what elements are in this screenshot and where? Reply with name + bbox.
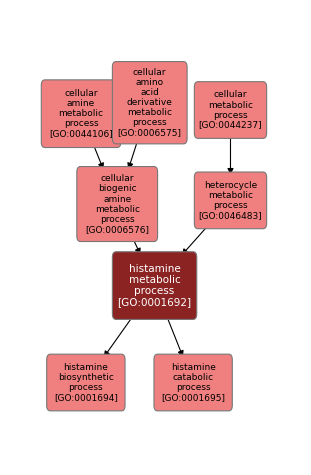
Text: histamine
catabolic
process
[GO:0001695]: histamine catabolic process [GO:0001695] — [161, 363, 225, 402]
Text: histamine
metabolic
process
[GO:0001692]: histamine metabolic process [GO:0001692] — [118, 264, 192, 307]
Text: cellular
amino
acid
derivative
metabolic
process
[GO:0006575]: cellular amino acid derivative metabolic… — [118, 68, 182, 137]
Text: cellular
metabolic
process
[GO:0044237]: cellular metabolic process [GO:0044237] — [199, 90, 262, 130]
FancyBboxPatch shape — [194, 172, 267, 229]
FancyBboxPatch shape — [41, 80, 121, 148]
FancyBboxPatch shape — [47, 354, 125, 411]
Text: cellular
amine
metabolic
process
[GO:0044106]: cellular amine metabolic process [GO:004… — [49, 89, 113, 138]
Text: cellular
biogenic
amine
metabolic
process
[GO:0006576]: cellular biogenic amine metabolic proces… — [85, 174, 149, 234]
FancyBboxPatch shape — [194, 82, 267, 138]
FancyBboxPatch shape — [77, 167, 158, 241]
FancyBboxPatch shape — [154, 354, 232, 411]
FancyBboxPatch shape — [112, 62, 187, 144]
Text: histamine
biosynthetic
process
[GO:0001694]: histamine biosynthetic process [GO:00016… — [54, 363, 118, 402]
FancyBboxPatch shape — [112, 252, 197, 319]
Text: heterocycle
metabolic
process
[GO:0046483]: heterocycle metabolic process [GO:004648… — [199, 181, 262, 220]
